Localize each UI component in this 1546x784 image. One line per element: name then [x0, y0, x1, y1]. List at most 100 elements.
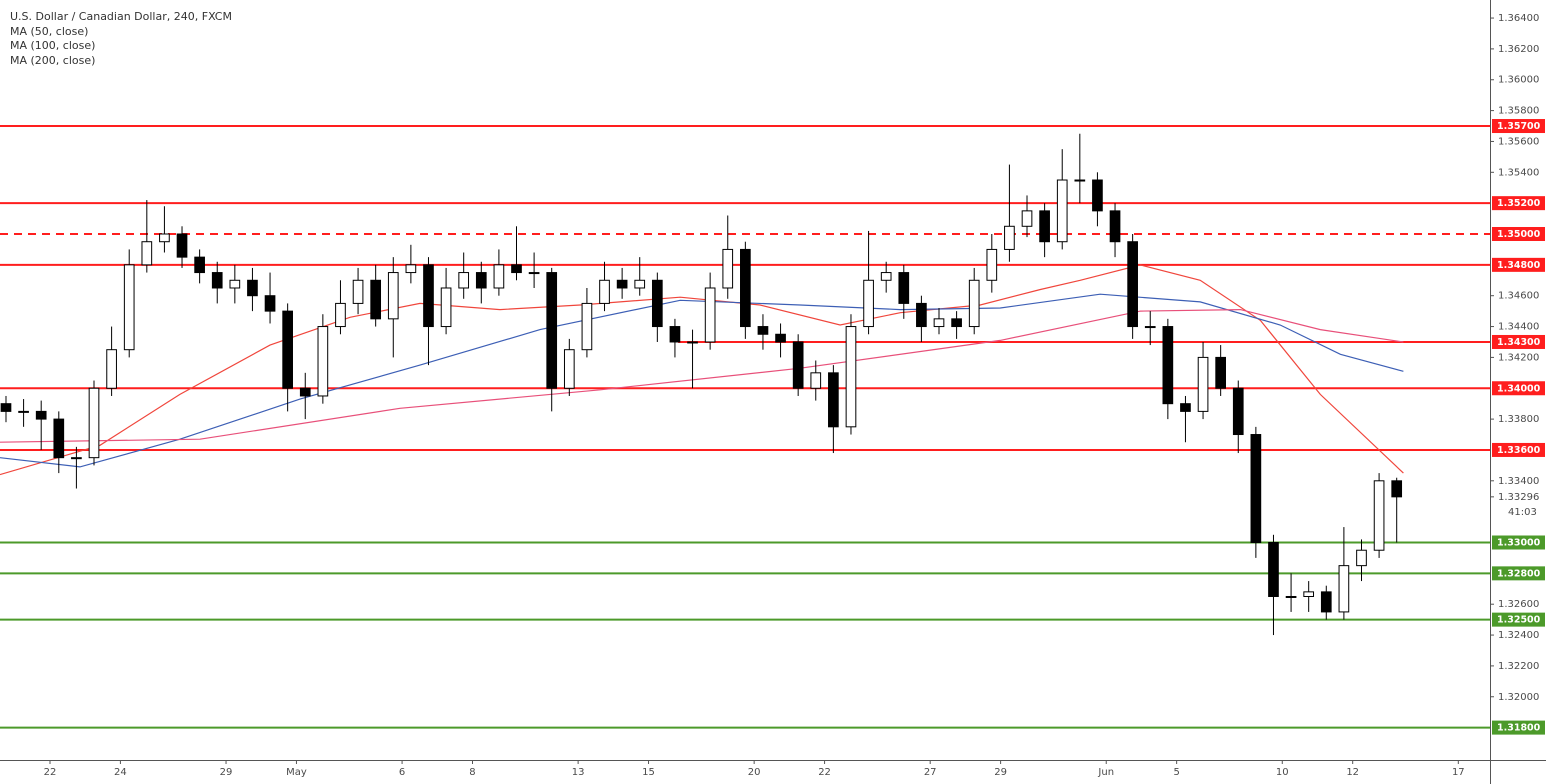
- y-tick-label: 1.33800: [1498, 414, 1539, 425]
- x-tick-label: May: [286, 767, 307, 778]
- candle-body: [1004, 225, 1015, 250]
- candle-body: [1356, 549, 1367, 567]
- candle-body: [986, 248, 998, 281]
- candle-body: [335, 302, 346, 328]
- level-label-box: [1492, 119, 1545, 134]
- level-label-box: [1492, 227, 1545, 242]
- candle-body: [229, 279, 241, 289]
- candle-body: [1092, 179, 1103, 212]
- candle-body: [775, 333, 786, 343]
- moving-average: [0, 293, 1404, 468]
- candle-body: [563, 349, 575, 389]
- level-label-box: [1492, 442, 1545, 457]
- candle-body: [722, 248, 734, 289]
- candle-body: [1373, 480, 1385, 551]
- level-label: 1.34000: [1497, 383, 1541, 394]
- candle-body: [1162, 326, 1174, 405]
- candle-body: [1021, 210, 1033, 227]
- level-label: 1.34300: [1497, 337, 1541, 348]
- candle-body: [757, 326, 769, 335]
- level-label-box: [1492, 381, 1545, 396]
- y-tick-label: 1.34400: [1498, 322, 1539, 333]
- level-label: 1.35700: [1497, 121, 1541, 132]
- candle-body: [71, 457, 82, 460]
- level-label: 1.35200: [1497, 198, 1541, 209]
- candle-body: [651, 279, 663, 328]
- candle-body: [88, 387, 100, 459]
- candle-body: [599, 279, 610, 304]
- candle-body: [1320, 591, 1332, 613]
- y-tick-label: 1.34600: [1498, 291, 1539, 302]
- countdown-label: 41:03: [1508, 507, 1537, 518]
- x-tick-label: 8: [469, 767, 475, 778]
- candle-body: [352, 279, 364, 304]
- y-tick-label: 1.32200: [1498, 661, 1539, 672]
- candle-body: [423, 264, 434, 328]
- candle-body: [669, 326, 681, 343]
- candle-body: [845, 326, 857, 428]
- x-tick-label: 22: [44, 767, 57, 778]
- candle-body: [53, 418, 65, 459]
- plot-area: [0, 125, 1490, 729]
- candle-body: [1391, 480, 1403, 498]
- candle-body: [951, 318, 962, 328]
- x-tick-label: 13: [572, 767, 585, 778]
- x-tick-label: 10: [1276, 767, 1289, 778]
- candle-body: [123, 264, 135, 351]
- candle-body: [282, 310, 293, 389]
- x-tick-label: 24: [114, 767, 127, 778]
- y-tick-label: 1.34200: [1498, 352, 1539, 363]
- candle-body: [247, 279, 258, 297]
- level-label-box: [1492, 612, 1545, 627]
- candle-body: [1056, 179, 1068, 243]
- level-label-box: [1492, 196, 1545, 211]
- y-tick-label: 1.36000: [1498, 75, 1539, 86]
- candle-body: [211, 272, 223, 289]
- candle-body: [176, 233, 188, 258]
- y-tick-label: 1.35400: [1498, 167, 1539, 178]
- candle-body: [370, 279, 382, 320]
- candle-body: [1303, 591, 1315, 597]
- candle-body: [1232, 387, 1244, 436]
- candle-body: [863, 279, 874, 328]
- level-label-box: [1492, 334, 1545, 349]
- candle-body: [35, 410, 47, 420]
- level-label: 1.32500: [1497, 615, 1541, 626]
- y-tick-label: 1.32000: [1498, 692, 1539, 703]
- level-label-box: [1492, 566, 1545, 581]
- candle-body: [916, 302, 927, 328]
- y-tick-label: 1.36200: [1498, 44, 1539, 55]
- candle-body: [264, 295, 276, 312]
- x-tick-label: 27: [924, 767, 937, 778]
- level-label-box: [1492, 720, 1545, 735]
- legend: U.S. Dollar / Canadian Dollar, 240, FXCM…: [10, 10, 232, 67]
- candle-body: [1268, 542, 1279, 597]
- x-tick-label: 12: [1346, 767, 1359, 778]
- candle-body: [528, 272, 540, 275]
- y-tick-label: 1.32600: [1498, 599, 1539, 610]
- level-label: 1.31800: [1497, 723, 1541, 734]
- candle-body: [968, 279, 980, 328]
- legend-entry: MA (200, close): [10, 54, 95, 67]
- y-tick-label: 1.36400: [1498, 13, 1539, 24]
- x-tick-label: 5: [1173, 767, 1179, 778]
- candle-body: [458, 272, 470, 289]
- x-tick-label: Jun: [1097, 767, 1114, 778]
- candle-body: [810, 372, 822, 389]
- candle-body: [194, 256, 205, 274]
- candle-body: [1180, 403, 1191, 412]
- candle-body: [475, 272, 487, 289]
- level-label: 1.33600: [1497, 445, 1541, 456]
- candle-body: [792, 341, 804, 389]
- candle-body: [1109, 210, 1121, 243]
- candle-body: [828, 372, 839, 428]
- level-label: 1.32800: [1497, 568, 1541, 579]
- last-price-label: 1.33296: [1498, 492, 1539, 503]
- level-label-box: [1492, 535, 1545, 550]
- candle-body: [0, 403, 12, 412]
- legend-entry: MA (50, close): [10, 25, 88, 38]
- candle-body: [440, 287, 452, 328]
- level-label-box: [1492, 257, 1545, 272]
